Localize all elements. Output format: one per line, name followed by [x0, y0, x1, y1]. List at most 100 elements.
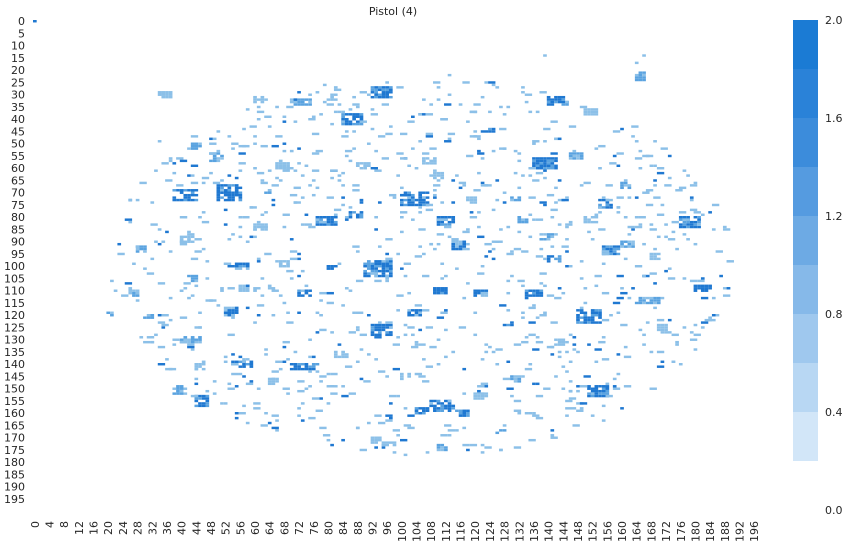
heatmap-cell — [638, 296, 643, 300]
heatmap-cell — [664, 223, 668, 226]
heatmap-cell — [693, 181, 698, 185]
heatmap-cell — [374, 91, 378, 94]
heatmap-cell — [411, 218, 415, 221]
heatmap-cell — [407, 201, 412, 204]
x-tick-label: 168 — [645, 521, 658, 542]
heatmap-cell — [550, 321, 558, 324]
heatmap-cell — [297, 100, 301, 104]
heatmap-cell — [355, 122, 360, 126]
heatmap-cell — [491, 130, 496, 133]
y-tick-label: 95 — [11, 248, 25, 261]
heatmap-cell — [433, 291, 437, 295]
heatmap-cell — [205, 389, 210, 393]
heatmap-cell — [179, 289, 184, 292]
heatmap-cell — [326, 301, 334, 305]
heatmap-cell — [359, 91, 367, 94]
heatmap-cell — [212, 380, 217, 383]
heatmap-cell — [198, 394, 202, 398]
heatmap-cell — [480, 394, 485, 398]
heatmap-cell — [422, 252, 426, 256]
heatmap-cell — [187, 274, 191, 278]
heatmap-cell — [466, 196, 470, 199]
heatmap-cell — [256, 118, 261, 121]
colorbar-band — [793, 265, 818, 314]
heatmap-cell — [517, 220, 522, 224]
heatmap-cell — [473, 103, 481, 106]
heatmap-cell — [554, 98, 558, 101]
x-tick-label: 120 — [469, 521, 482, 542]
heatmap-cell — [411, 309, 415, 312]
heatmap-cell — [598, 392, 602, 395]
heatmap-cell — [381, 91, 386, 94]
heatmap-cell — [634, 73, 639, 77]
y-tick-label: 185 — [4, 469, 25, 482]
heatmap-cell — [227, 174, 232, 177]
x-tick-label: 40 — [176, 521, 189, 535]
heatmap-cell — [385, 279, 389, 283]
heatmap-cell — [238, 412, 246, 415]
heatmap-cell — [223, 198, 228, 202]
heatmap-cell — [359, 213, 364, 216]
heatmap-cell — [480, 265, 485, 268]
heatmap-cell — [440, 404, 445, 408]
heatmap-cell — [539, 167, 544, 170]
heatmap-cell — [543, 233, 547, 236]
y-tick-label: 105 — [4, 273, 25, 286]
heatmap-cell — [524, 412, 529, 415]
y-tick-label: 40 — [11, 113, 25, 126]
heatmap-cell — [550, 98, 555, 101]
heatmap-cell — [245, 284, 250, 288]
heatmap-cell — [297, 291, 301, 295]
heatmap-cell — [253, 228, 257, 231]
heatmap-cell — [616, 245, 621, 248]
heatmap-cell — [333, 220, 338, 224]
heatmap-cell — [689, 338, 698, 341]
heatmap-cell — [341, 120, 345, 123]
heatmap-cell — [623, 345, 628, 349]
heatmap-cell — [374, 149, 378, 153]
heatmap-cell — [194, 382, 199, 386]
heatmap-cell — [150, 316, 155, 319]
heatmap-cell — [458, 240, 463, 243]
heatmap-cell — [700, 326, 705, 329]
heatmap-cell — [194, 189, 199, 192]
heatmap-cell — [550, 345, 555, 349]
heatmap-cell — [425, 208, 434, 212]
heatmap-cell — [579, 154, 584, 158]
heatmap-cell — [532, 382, 536, 386]
heatmap-cell — [554, 375, 558, 378]
heatmap-cell — [388, 274, 393, 278]
heatmap-cell — [708, 284, 712, 288]
y-tick-label: 25 — [11, 77, 25, 90]
heatmap-cell — [491, 127, 496, 131]
heatmap-cell — [238, 162, 246, 165]
heatmap-cell — [440, 277, 445, 280]
heatmap-cell — [568, 265, 573, 268]
heatmap-cell — [422, 157, 426, 160]
heatmap-cell — [546, 162, 551, 165]
heatmap-cell — [260, 179, 265, 182]
heatmap-cell — [590, 311, 595, 314]
heatmap-cell — [157, 228, 162, 231]
heatmap-cell — [359, 167, 364, 170]
heatmap-cells — [33, 20, 734, 457]
x-tick-label: 72 — [293, 521, 306, 535]
heatmap-cell — [587, 110, 591, 114]
heatmap-cell — [374, 414, 382, 417]
heatmap-cell — [451, 220, 456, 224]
heatmap-cell — [616, 296, 624, 300]
heatmap-cell — [388, 193, 397, 197]
heatmap-cell — [286, 260, 290, 263]
heatmap-cell — [513, 399, 522, 403]
heatmap-cell — [150, 223, 158, 226]
heatmap-cell — [198, 144, 202, 148]
heatmap-cell — [535, 316, 540, 319]
heatmap-cell — [286, 164, 290, 167]
heatmap-cell — [598, 340, 606, 344]
heatmap-cell — [227, 382, 232, 386]
heatmap-cell — [605, 206, 610, 209]
heatmap-cell — [289, 193, 298, 197]
colorbar-band — [793, 69, 818, 118]
heatmap-cell — [341, 135, 349, 138]
heatmap-cell — [627, 233, 632, 236]
